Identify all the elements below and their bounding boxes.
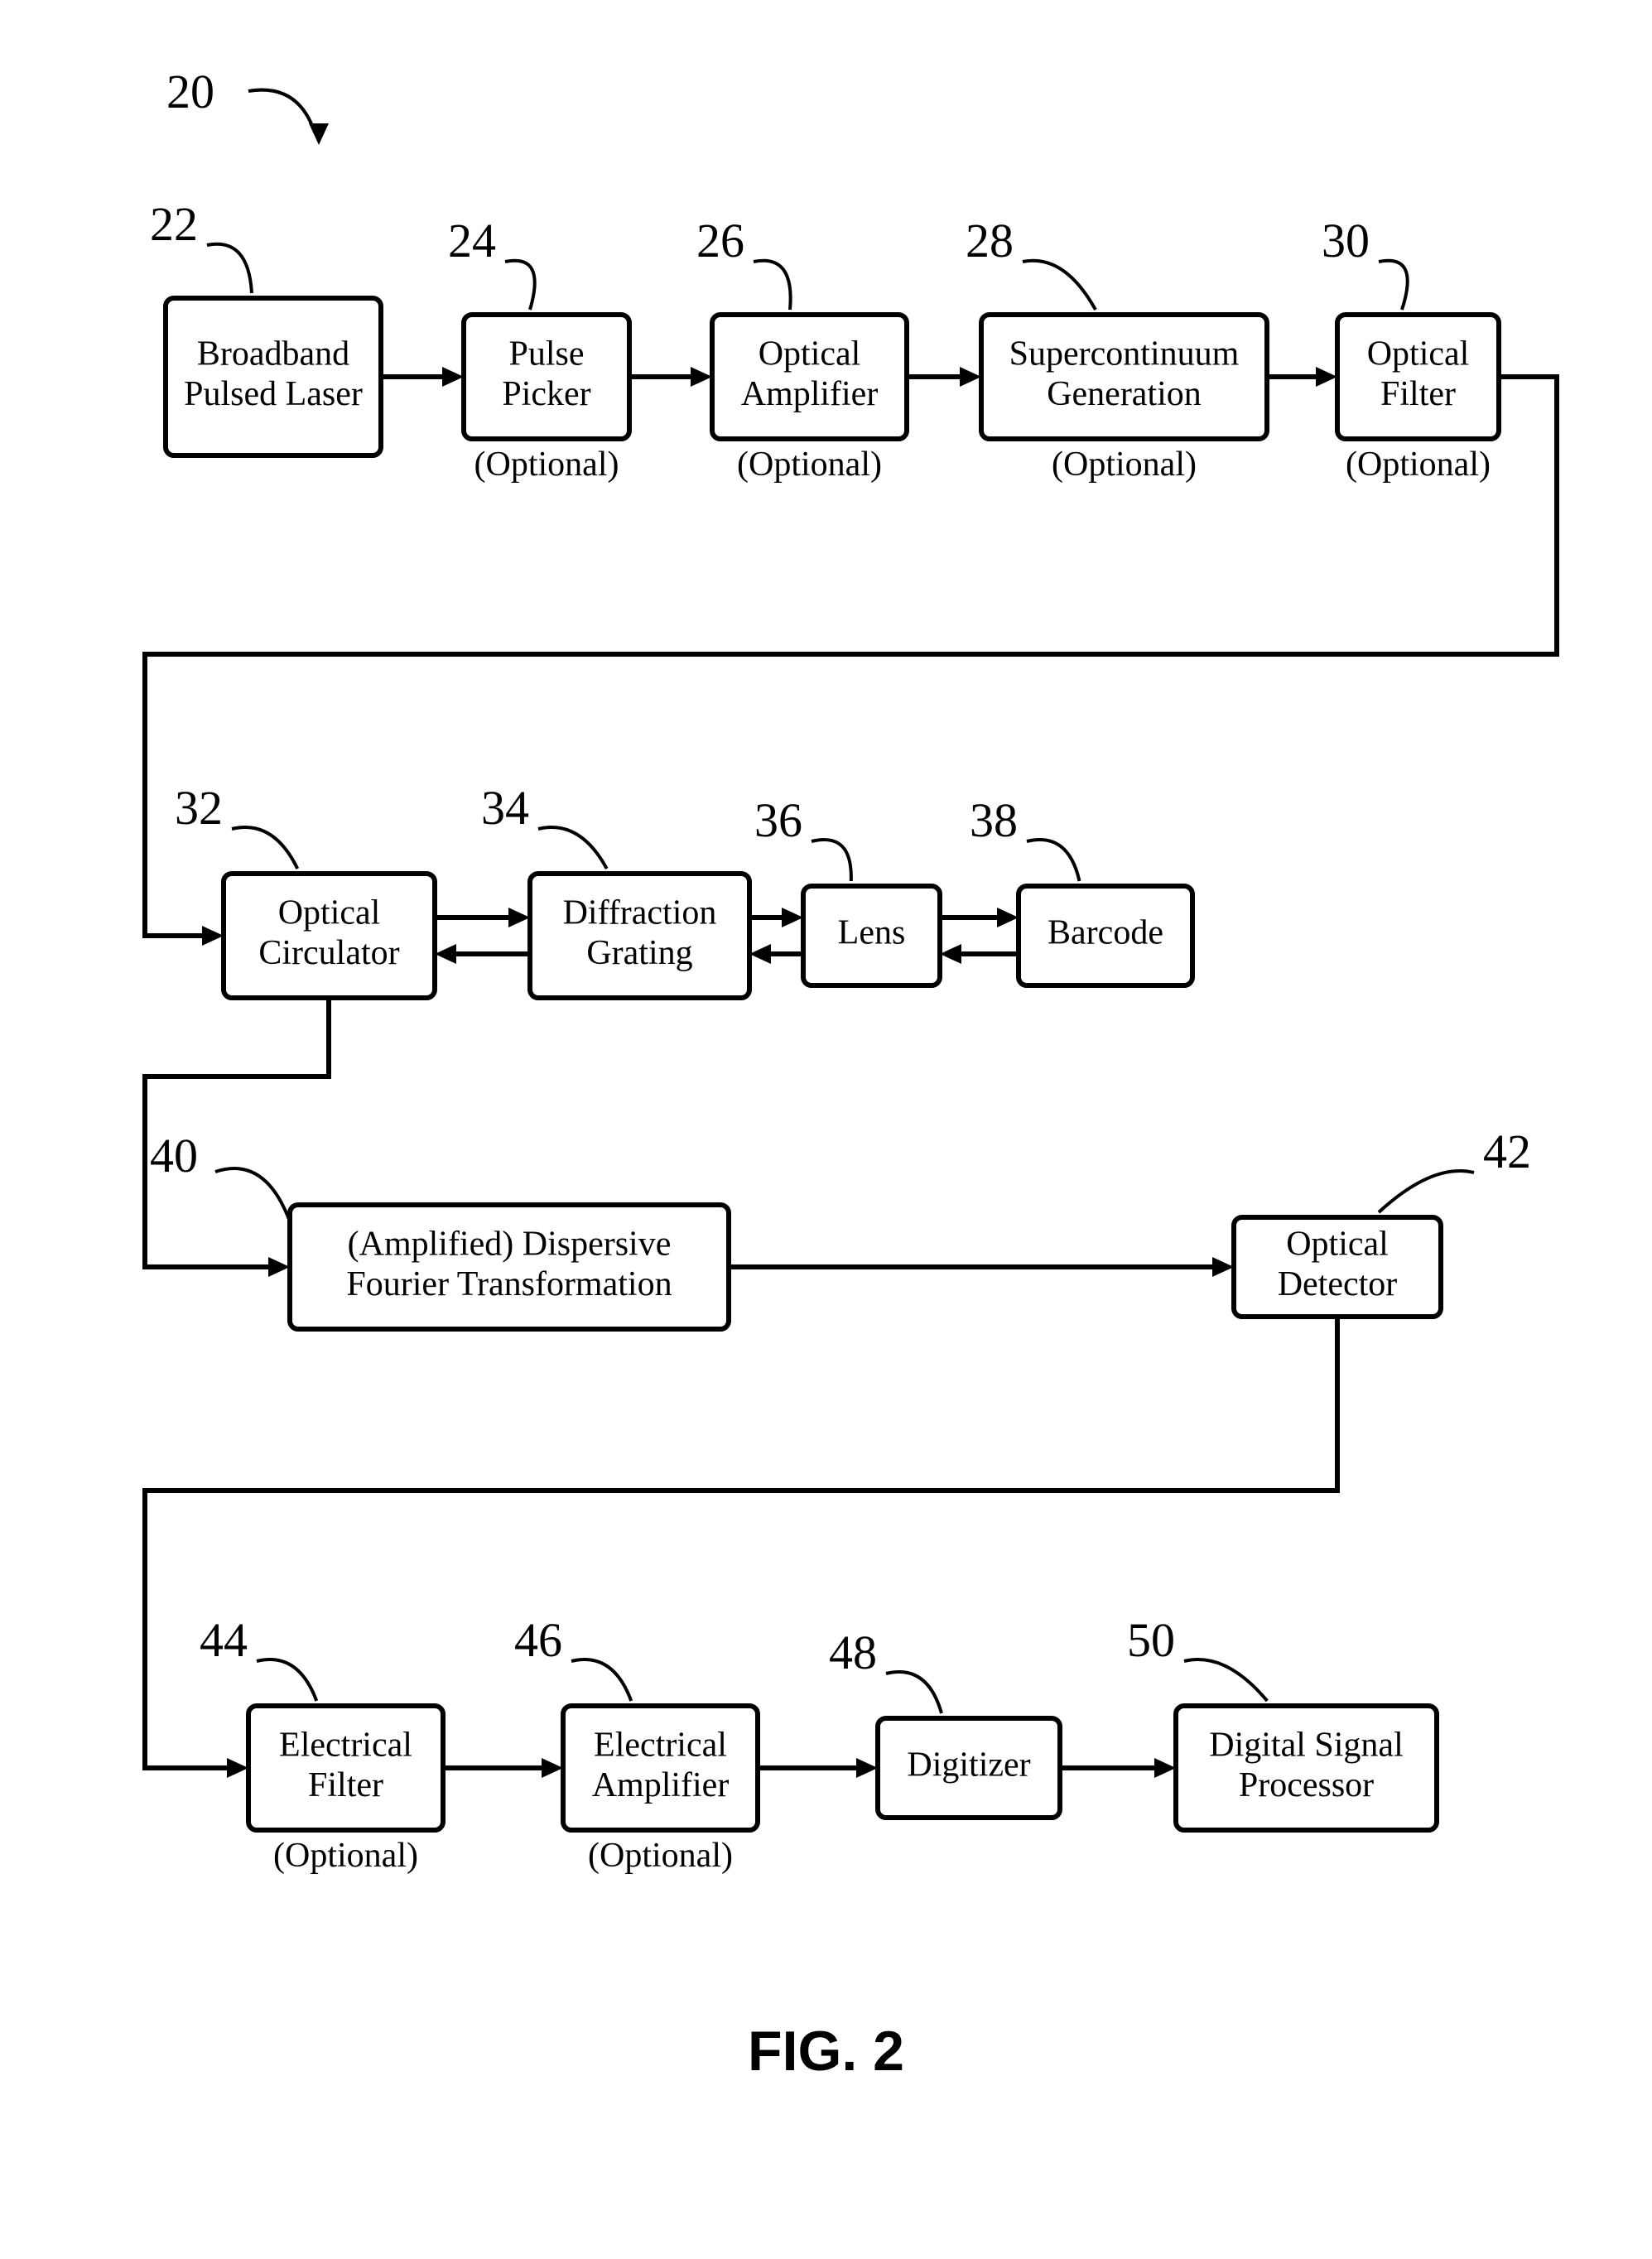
block-26-label-0: Optical <box>759 335 861 373</box>
block-38-label-0: Barcode <box>1048 914 1163 952</box>
block-42: OpticalDetector 42 <box>1234 1125 1531 1317</box>
ref-30: 30 <box>1322 214 1370 267</box>
block-46-label-0: Electrical <box>594 1726 727 1764</box>
edge-34-36 <box>749 908 803 964</box>
edge-32-34 <box>435 908 530 964</box>
ref-44-leader <box>257 1659 316 1701</box>
ref-40-leader <box>215 1168 290 1221</box>
block-48: Digitizer 48 <box>829 1626 1060 1818</box>
block-22-label-1: Pulsed Laser <box>184 375 363 413</box>
edge-36-38 <box>940 908 1019 964</box>
ref-32: 32 <box>175 781 223 835</box>
ref-46: 46 <box>514 1613 562 1667</box>
figure-caption: FIG. 2 <box>748 2020 904 2083</box>
ref-24-leader <box>505 261 535 310</box>
edge-48-50 <box>1060 1758 1176 1778</box>
ref-24: 24 <box>448 214 496 267</box>
block-46-optional: (Optional) <box>588 1837 733 1875</box>
block-22: BroadbandPulsed Laser 22 <box>150 197 381 455</box>
ref-48: 48 <box>829 1626 877 1679</box>
block-24-optional: (Optional) <box>474 446 619 484</box>
block-40-label-1: Fourier Transformation <box>346 1265 672 1303</box>
block-32-label-0: Optical <box>278 893 381 932</box>
block-46: ElectricalAmplifier (Optional) 46 <box>514 1613 758 1875</box>
ref-32-leader <box>232 827 297 869</box>
ref-46-leader <box>571 1659 631 1701</box>
block-36: Lens 36 <box>754 793 940 985</box>
block-24-label-1: Picker <box>502 375 590 413</box>
block-22-label-0: Broadband <box>197 335 349 373</box>
block-42-label-1: Detector <box>1278 1265 1398 1303</box>
block-30-label-1: Filter <box>1380 375 1456 413</box>
edge-22-24 <box>381 367 464 387</box>
ref-42-leader <box>1379 1171 1474 1212</box>
ref-36: 36 <box>754 793 802 847</box>
edge-26-28 <box>907 367 981 387</box>
block-36-label-0: Lens <box>838 914 906 952</box>
block-42-label-0: Optical <box>1286 1225 1389 1263</box>
block-24-label-0: Pulse <box>508 335 584 373</box>
block-48-label-0: Digitizer <box>907 1746 1030 1785</box>
ref-38-leader <box>1027 840 1080 881</box>
edge-46-48 <box>758 1758 878 1778</box>
block-32-label-1: Circulator <box>258 934 399 972</box>
block-26: OpticalAmplifier (Optional) 26 <box>696 214 907 484</box>
edge-28-30 <box>1267 367 1337 387</box>
ref-42: 42 <box>1483 1125 1531 1178</box>
overall-ref: 20 <box>166 65 329 145</box>
ref-34: 34 <box>481 781 529 835</box>
block-28-label-0: Supercontinuum <box>1009 335 1240 373</box>
block-50-label-0: Digital Signal <box>1209 1726 1404 1764</box>
block-38: Barcode 38 <box>970 793 1192 985</box>
block-26-optional: (Optional) <box>737 446 882 484</box>
block-28: SupercontinuumGeneration (Optional) 28 <box>966 214 1267 484</box>
ref-48-leader <box>886 1672 942 1713</box>
block-40-label-0: (Amplified) Dispersive <box>348 1225 672 1263</box>
block-40: (Amplified) DispersiveFourier Transforma… <box>150 1129 729 1329</box>
block-50: Digital SignalProcessor 50 <box>1127 1613 1437 1830</box>
block-28-optional: (Optional) <box>1052 446 1197 484</box>
ref-38: 38 <box>970 793 1018 847</box>
block-30-label-0: Optical <box>1367 335 1470 373</box>
block-44-label-0: Electrical <box>279 1726 412 1764</box>
block-30: OpticalFilter (Optional) 30 <box>1322 214 1499 484</box>
ref-22: 22 <box>150 197 198 251</box>
block-34: DiffractionGrating 34 <box>481 781 749 998</box>
edge-44-46 <box>443 1758 563 1778</box>
ref-30-leader <box>1379 261 1408 310</box>
svg-text:20: 20 <box>166 65 214 118</box>
block-46-label-1: Amplifier <box>592 1766 730 1804</box>
block-50-label-1: Processor <box>1239 1766 1374 1804</box>
ref-26: 26 <box>696 214 744 267</box>
ref-50: 50 <box>1127 1613 1175 1667</box>
ref-28: 28 <box>966 214 1014 267</box>
block-34-label-1: Grating <box>586 934 692 972</box>
ref-44: 44 <box>200 1613 248 1667</box>
ref-50-leader <box>1184 1659 1267 1701</box>
block-30-optional: (Optional) <box>1346 446 1491 484</box>
ref-34-leader <box>538 827 607 869</box>
block-24: PulsePicker (Optional) 24 <box>448 214 629 484</box>
ref-28-leader <box>1023 261 1096 310</box>
block-44-label-1: Filter <box>308 1766 383 1804</box>
block-32: OpticalCirculator 32 <box>175 781 435 998</box>
ref-36-leader <box>812 840 851 881</box>
block-44: ElectricalFilter (Optional) 44 <box>200 1613 443 1875</box>
block-26-label-1: Amplifier <box>741 375 879 413</box>
ref-40: 40 <box>150 1129 198 1182</box>
block-34-label-0: Diffraction <box>563 893 717 932</box>
edge-40-42 <box>729 1257 1234 1277</box>
ref-26-leader <box>754 261 791 310</box>
ref-22-leader <box>207 244 252 293</box>
block-28-label-1: Generation <box>1047 375 1202 413</box>
edge-24-26 <box>629 367 712 387</box>
block-44-optional: (Optional) <box>273 1837 418 1875</box>
